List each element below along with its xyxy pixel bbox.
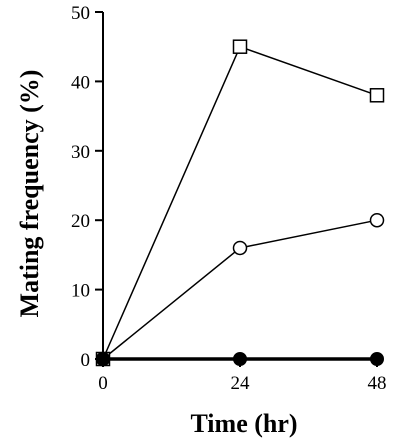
data-point-square <box>369 88 385 103</box>
series-markers <box>95 39 385 367</box>
x-tick-label: 24 <box>231 373 251 394</box>
data-point-filled-circle <box>370 352 384 366</box>
data-point-open-circle <box>369 212 385 228</box>
data-point-filled-circle <box>96 352 110 366</box>
data-point-open-circle <box>232 240 248 256</box>
data-point-filled-circle <box>233 352 247 366</box>
y-tick-label: 40 <box>71 72 90 93</box>
series-line-open-square <box>102 45 378 360</box>
y-tick-label: 30 <box>71 142 90 163</box>
y-tick-label: 20 <box>71 211 90 232</box>
x-tick-label: 0 <box>98 373 108 394</box>
y-tick-label: 10 <box>71 281 90 302</box>
y-axis-label: Mating frequency (%) <box>15 70 44 318</box>
axes: 0 10 20 30 40 50 0 24 48 <box>71 3 387 394</box>
x-tick-label: 48 <box>368 373 387 394</box>
y-axis-ticks: 0 10 20 30 40 50 <box>71 3 103 371</box>
x-axis-label: Time (hr) <box>190 409 297 438</box>
y-tick-label: 50 <box>71 3 90 24</box>
series-lines <box>102 45 378 361</box>
data-point-square <box>232 39 248 54</box>
y-tick-label: 0 <box>81 350 91 371</box>
x-axis-ticks: 0 24 48 <box>98 359 387 394</box>
